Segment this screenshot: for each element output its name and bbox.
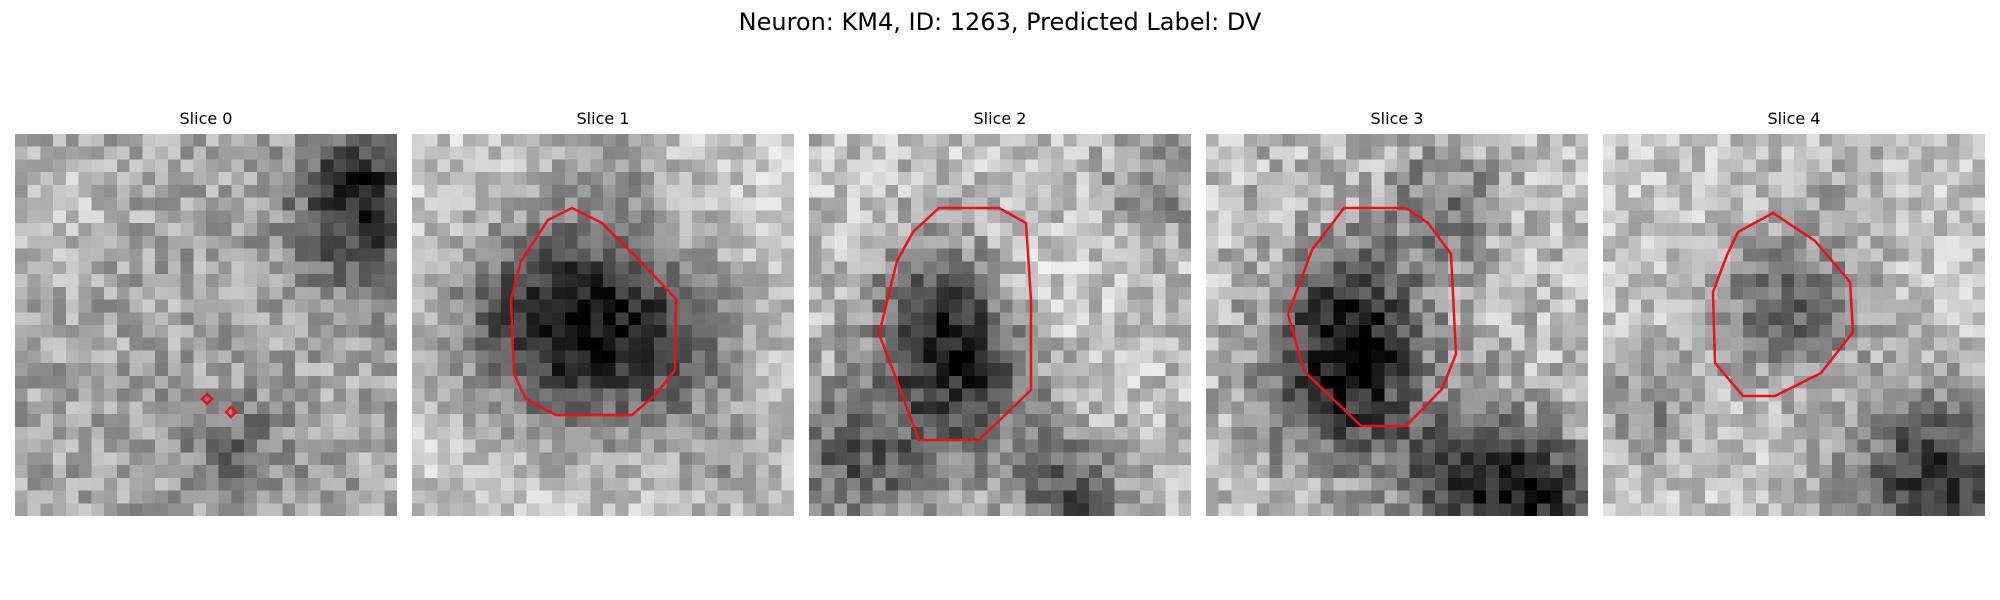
slice-4-contour	[1711, 211, 1855, 398]
panel-title-slice-1: Slice 1	[576, 109, 630, 128]
slice-2-contour-overlay	[877, 206, 1033, 442]
slice-4-image	[1603, 134, 1985, 516]
slice-0-contour-overlay	[200, 392, 238, 419]
slice-2-image	[809, 134, 1191, 516]
slice-3-image	[1206, 134, 1588, 516]
slice-2-contour	[877, 206, 1033, 442]
figure-title: Neuron: KM4, ID: 1263, Predicted Label: …	[738, 8, 1262, 36]
slice-4-grayscale-image	[1603, 134, 1985, 516]
slice-0-contour-b	[224, 405, 238, 419]
panel-title-slice-4: Slice 4	[1767, 109, 1821, 128]
slice-1-grayscale-image	[412, 134, 794, 516]
slice-0-image	[15, 134, 397, 516]
slice-3-grayscale-image	[1206, 134, 1588, 516]
slice-0-contour-a	[200, 392, 214, 406]
panel-title-slice-3: Slice 3	[1370, 109, 1424, 128]
panel-title-slice-2: Slice 2	[973, 109, 1027, 128]
slice-2-grayscale-image	[809, 134, 1191, 516]
slice-1-contour-overlay	[509, 206, 678, 417]
slice-4-contour-overlay	[1711, 211, 1855, 398]
slice-1-image	[412, 134, 794, 516]
slice-3-contour-overlay	[1286, 206, 1458, 428]
panel-title-slice-0: Slice 0	[179, 109, 233, 128]
slice-0-grayscale-image	[15, 134, 397, 516]
slice-1-contour	[509, 206, 678, 417]
slice-3-contour	[1286, 206, 1458, 428]
